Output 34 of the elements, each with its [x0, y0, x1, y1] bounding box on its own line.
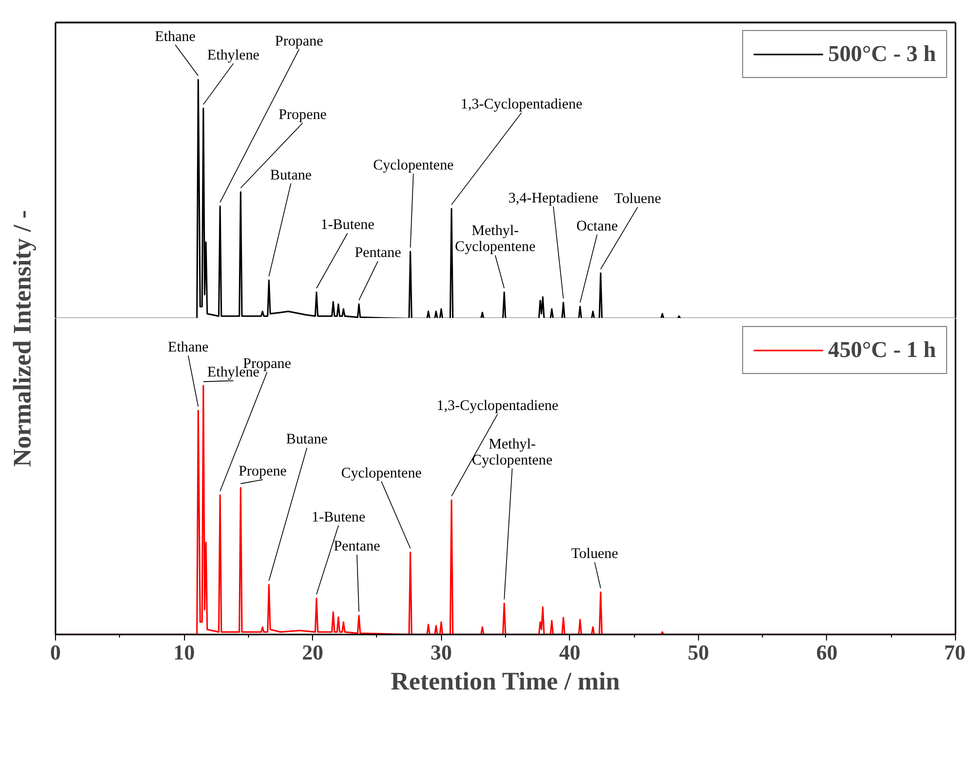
annotation: Ethane — [168, 340, 209, 356]
x-tick-label: 10 — [173, 640, 195, 664]
annotation: Propane — [275, 33, 324, 50]
annotation: Propene — [238, 464, 287, 480]
x-axis-title: Retention Time / min — [390, 668, 620, 696]
annotation: Toluene — [614, 191, 662, 208]
annotation: Pentane — [334, 538, 380, 555]
annotation: 3,4-Heptadiene — [508, 190, 598, 207]
annotation: Methyl- Cyclopentene — [454, 223, 536, 256]
annotation: 1,3-Cyclopentadiene — [460, 96, 582, 113]
annotation: Cyclopentene — [341, 465, 422, 482]
x-tick-label: 20 — [302, 640, 324, 664]
annotation: Butane — [286, 432, 328, 448]
x-tick-label: 40 — [559, 640, 580, 664]
x-tick-label: 60 — [816, 640, 838, 664]
x-tick-label: 70 — [944, 640, 966, 664]
annotation: Butane — [270, 167, 312, 184]
y-axis-title: Normalized Intensity / - — [8, 210, 36, 467]
legend-label: 450°C - 1 h — [828, 337, 936, 363]
annotation: 1-Butene — [312, 509, 366, 526]
x-tick-label: 0 — [50, 640, 61, 664]
annotation: 1-Butene — [320, 217, 374, 234]
annotation: Cyclopentene — [373, 158, 454, 174]
annotation: Pentane — [354, 245, 402, 262]
legend-label: 500°C - 3 h — [828, 41, 936, 67]
annotation: Toluene — [571, 546, 618, 562]
annotation: Ethylene — [207, 47, 260, 64]
annotation: 1,3-Cyclopentadiene — [436, 398, 558, 414]
annotation: Ethane — [154, 28, 196, 45]
x-tick-label: 30 — [430, 640, 452, 664]
annotation: Methyl- Cyclopentene — [472, 436, 553, 468]
x-tick-label: 50 — [688, 640, 710, 664]
annotation: Octane — [576, 218, 618, 235]
annotation: Propene — [278, 106, 327, 123]
